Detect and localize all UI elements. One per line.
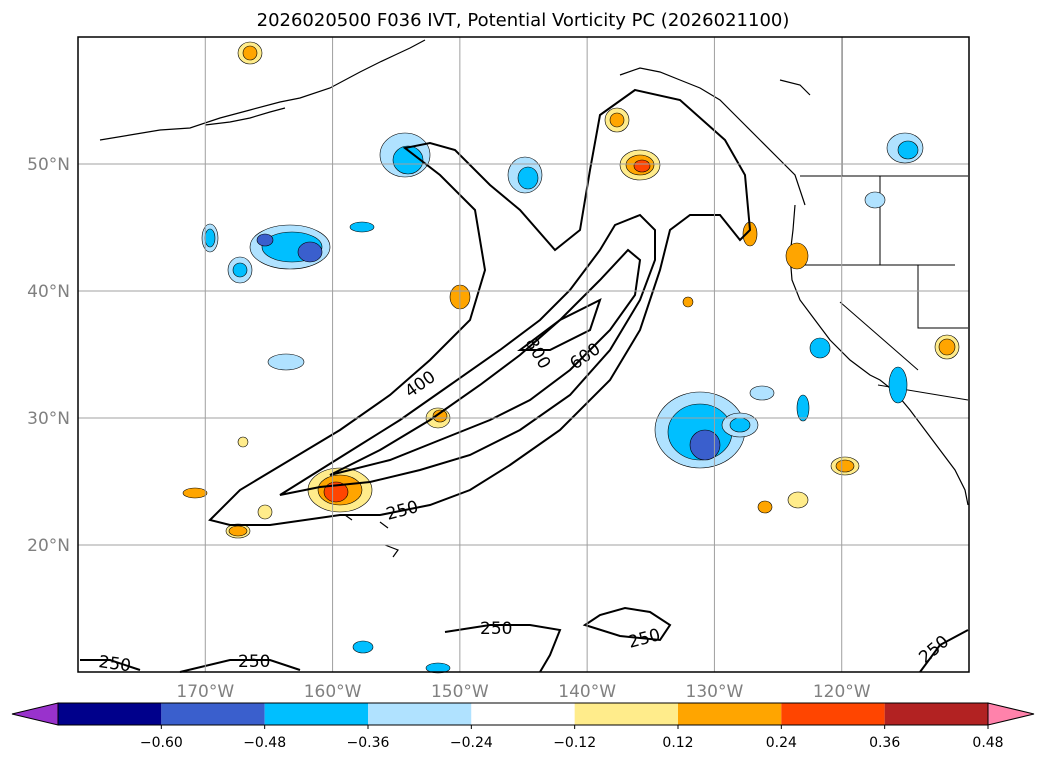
colorbar-segment bbox=[884, 703, 988, 725]
colorbar-segment bbox=[264, 703, 368, 725]
contour-label-250-b: 250 bbox=[480, 619, 512, 639]
latitude-labels: 50°N 40°N 30°N 20°N bbox=[27, 155, 70, 556]
lon-label: 170°W bbox=[176, 682, 234, 702]
lat-label: 30°N bbox=[27, 409, 70, 429]
colorbar-segment bbox=[781, 703, 885, 725]
longitude-labels: 170°W 160°W 150°W 140°W 130°W 120°W bbox=[176, 682, 870, 702]
colorbar-tick-label: 0.12 bbox=[662, 735, 693, 751]
map-area: 400 600 800 250 250 250 250 250 250 bbox=[77, 36, 970, 676]
map-frame bbox=[77, 36, 970, 673]
contour-label-800: 800 bbox=[521, 335, 555, 373]
lon-label: 120°W bbox=[813, 682, 871, 702]
lat-label: 50°N bbox=[27, 155, 70, 175]
colorbar-tick-label: 0.24 bbox=[766, 735, 797, 751]
colorbar-segment bbox=[161, 703, 265, 725]
ivt-contours bbox=[80, 88, 969, 673]
colorbar-tick-label: −0.36 bbox=[347, 735, 390, 751]
colorbar-tick-label: −0.24 bbox=[450, 735, 493, 751]
colorbar-extend-max bbox=[987, 702, 1035, 726]
lat-label: 40°N bbox=[27, 282, 70, 302]
contour-label-250-c: 250 bbox=[626, 625, 663, 653]
colorbar-segment bbox=[678, 703, 782, 725]
colorbar-extend-min bbox=[11, 702, 59, 726]
colorbar-tick-label: 0.36 bbox=[869, 735, 900, 751]
lon-label: 140°W bbox=[558, 682, 616, 702]
colorbar-segment bbox=[574, 703, 678, 725]
colorbar-segment bbox=[58, 703, 162, 725]
lon-label: 150°W bbox=[431, 682, 489, 702]
lon-label: 160°W bbox=[304, 682, 362, 702]
colorbar-tick-label: −0.12 bbox=[553, 735, 596, 751]
colorbar-tick-label: −0.48 bbox=[243, 735, 286, 751]
colorbar-segment bbox=[368, 703, 472, 725]
chart-title: 2026020500 F036 IVT, Potential Vorticity… bbox=[257, 10, 790, 31]
contour-label-250-d: 250 bbox=[97, 652, 132, 676]
contour-label-250-e: 250 bbox=[238, 652, 270, 672]
colorbar-frame bbox=[57, 702, 989, 726]
lat-label: 20°N bbox=[27, 536, 70, 556]
colorbar-tick-label: −0.60 bbox=[140, 735, 183, 751]
colorbar-tick-label: 0.48 bbox=[972, 735, 1003, 751]
coastlines bbox=[99, 39, 969, 558]
contour-label-250-a: 250 bbox=[384, 497, 421, 525]
gridlines bbox=[78, 37, 969, 672]
contour-label-250-f: 250 bbox=[915, 632, 953, 668]
colorbar: −0.60 −0.48 −0.36 −0.24 −0.12 0.12 0.24 0.36 0.4… bbox=[11, 702, 1035, 751]
colorbar-segment bbox=[471, 703, 575, 725]
lon-label: 130°W bbox=[686, 682, 744, 702]
